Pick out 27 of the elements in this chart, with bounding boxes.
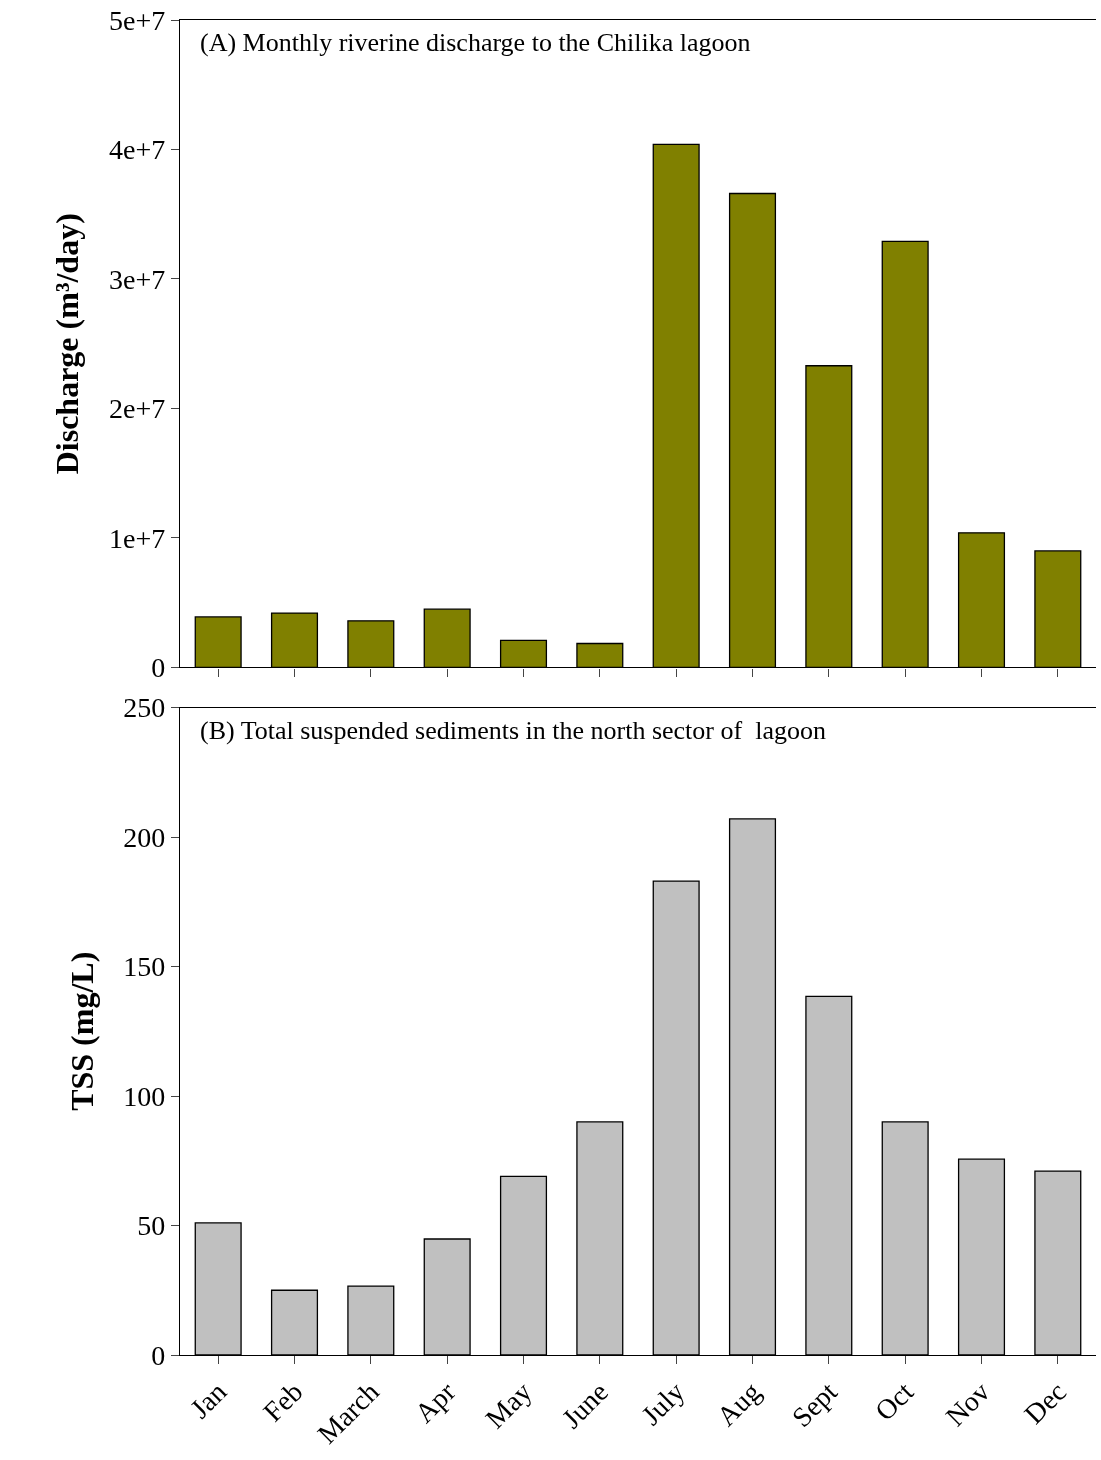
chart-title: (B) Total suspended sediments in the north sector of lagoon bbox=[200, 716, 826, 745]
y-tick-label: 200 bbox=[123, 821, 166, 853]
y-tick-label: 50 bbox=[137, 1210, 166, 1242]
x-tick-label: July bbox=[635, 1375, 691, 1431]
x-tick-label: Sept bbox=[785, 1375, 844, 1434]
y-tick-label: 250 bbox=[123, 692, 166, 724]
y-tick-label: 0 bbox=[151, 652, 166, 684]
x-tick-label: Feb bbox=[257, 1375, 309, 1428]
x-tick-label: May bbox=[479, 1375, 538, 1435]
x-tick-label: Aug bbox=[710, 1375, 767, 1432]
x-tick-label: Oct bbox=[868, 1375, 920, 1427]
y-tick-label: 2e+7 bbox=[109, 393, 166, 425]
y-tick-label: 100 bbox=[123, 1080, 166, 1112]
y-tick-label: 150 bbox=[123, 951, 166, 983]
y-tick-label: 1e+7 bbox=[109, 522, 166, 554]
y-tick-label: 5e+7 bbox=[109, 4, 166, 36]
y-tick-label: 0 bbox=[151, 1339, 166, 1371]
x-tick-label: Jan bbox=[184, 1375, 233, 1425]
x-tick-label: June bbox=[555, 1375, 614, 1435]
x-tick-label: Apr bbox=[408, 1375, 462, 1429]
x-tick-label: Nov bbox=[939, 1375, 996, 1432]
x-tick-label: Dec bbox=[1018, 1375, 1072, 1430]
chart-title: (A) Monthly riverine discharge to the Chilika lagoon bbox=[200, 28, 751, 57]
y-axis-title: Discharge (m³/day) bbox=[49, 213, 86, 475]
y-axis-title: TSS (mg/L) bbox=[63, 951, 100, 1111]
y-tick-label: 4e+7 bbox=[109, 134, 166, 166]
y-tick-label: 3e+7 bbox=[109, 263, 166, 295]
